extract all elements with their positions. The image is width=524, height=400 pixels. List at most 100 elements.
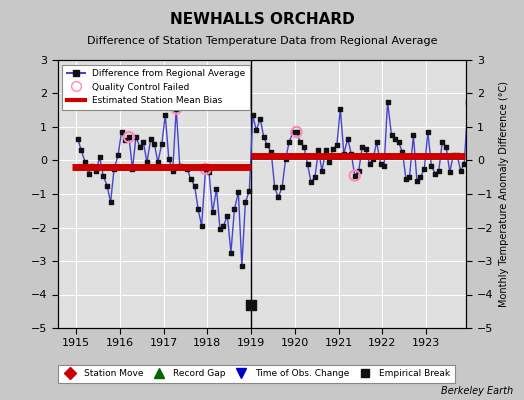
Point xyxy=(347,150,355,157)
Y-axis label: Monthly Temperature Anomaly Difference (°C): Monthly Temperature Anomaly Difference (… xyxy=(499,81,509,307)
Point xyxy=(238,263,246,269)
Point xyxy=(413,177,421,184)
Point xyxy=(183,166,191,172)
Point xyxy=(380,162,388,169)
Point xyxy=(431,171,440,177)
Point xyxy=(344,136,352,142)
Point xyxy=(176,162,184,169)
Point xyxy=(150,140,159,147)
Point xyxy=(143,159,151,165)
Point xyxy=(88,162,96,169)
Point xyxy=(216,226,224,232)
Point xyxy=(296,139,304,145)
Point xyxy=(99,172,107,179)
Point xyxy=(267,149,276,155)
Point xyxy=(247,301,255,308)
Point xyxy=(387,132,396,138)
Text: Berkeley Earth: Berkeley Earth xyxy=(441,386,514,396)
Point xyxy=(125,134,133,140)
Point xyxy=(289,129,297,135)
Point xyxy=(274,194,282,200)
Point xyxy=(460,161,468,167)
Point xyxy=(230,206,238,212)
Point xyxy=(172,105,180,112)
Point xyxy=(336,105,344,112)
Point xyxy=(402,176,410,182)
Point xyxy=(205,169,213,176)
Point xyxy=(292,129,301,135)
Point xyxy=(187,176,195,182)
Point xyxy=(147,136,155,142)
Point xyxy=(106,199,115,206)
Point xyxy=(190,182,199,189)
Point xyxy=(369,156,377,162)
Point xyxy=(464,99,472,105)
Point xyxy=(416,174,424,180)
Point xyxy=(322,147,330,154)
Text: Difference of Station Temperature Data from Regional Average: Difference of Station Temperature Data f… xyxy=(87,36,437,46)
Point xyxy=(201,166,210,172)
Point xyxy=(95,154,104,160)
Point xyxy=(128,166,137,172)
Point xyxy=(281,156,290,162)
Point xyxy=(358,144,366,150)
Point xyxy=(132,134,140,140)
Point xyxy=(220,223,228,229)
Point xyxy=(456,167,465,174)
Point xyxy=(256,116,265,122)
Point xyxy=(311,174,319,180)
Point xyxy=(117,129,126,135)
Point xyxy=(442,144,451,150)
Point xyxy=(424,129,432,135)
Point xyxy=(398,149,407,155)
Point xyxy=(445,169,454,176)
Point xyxy=(292,129,301,135)
Point xyxy=(307,179,315,186)
Point xyxy=(303,161,312,167)
Point xyxy=(121,137,129,144)
Legend: Station Move, Record Gap, Time of Obs. Change, Empirical Break: Station Move, Record Gap, Time of Obs. C… xyxy=(59,365,455,383)
Point xyxy=(285,139,293,145)
Point xyxy=(449,152,457,159)
Point xyxy=(114,152,122,159)
Point xyxy=(314,147,323,154)
Point xyxy=(92,167,100,174)
Legend: Difference from Regional Average, Quality Control Failed, Estimated Station Mean: Difference from Regional Average, Qualit… xyxy=(62,64,250,110)
Point xyxy=(420,166,429,172)
Point xyxy=(395,139,403,145)
Point xyxy=(81,159,90,165)
Point xyxy=(351,172,359,179)
Point xyxy=(241,199,249,206)
Point xyxy=(110,166,118,172)
Point xyxy=(73,136,82,142)
Point xyxy=(84,171,93,177)
Point xyxy=(234,189,243,196)
Point xyxy=(453,152,461,159)
Point xyxy=(139,139,148,145)
Point xyxy=(161,112,169,118)
Point xyxy=(136,144,144,150)
Point xyxy=(209,209,217,216)
Point xyxy=(318,167,326,174)
Point xyxy=(376,161,385,167)
Point xyxy=(351,172,359,179)
Point xyxy=(125,134,133,140)
Point xyxy=(172,105,180,112)
Point xyxy=(329,146,337,152)
Point xyxy=(333,142,341,149)
Point xyxy=(434,167,443,174)
Point xyxy=(384,99,392,105)
Point xyxy=(263,142,271,149)
Point xyxy=(409,132,418,138)
Point xyxy=(252,127,260,134)
Point xyxy=(325,159,334,165)
Point xyxy=(248,112,257,118)
Point xyxy=(278,184,286,190)
Point xyxy=(259,134,268,140)
Point xyxy=(154,159,162,165)
Point xyxy=(223,212,232,219)
Point xyxy=(427,162,435,169)
Point xyxy=(405,174,413,180)
Point xyxy=(373,139,381,145)
Point xyxy=(180,164,188,170)
